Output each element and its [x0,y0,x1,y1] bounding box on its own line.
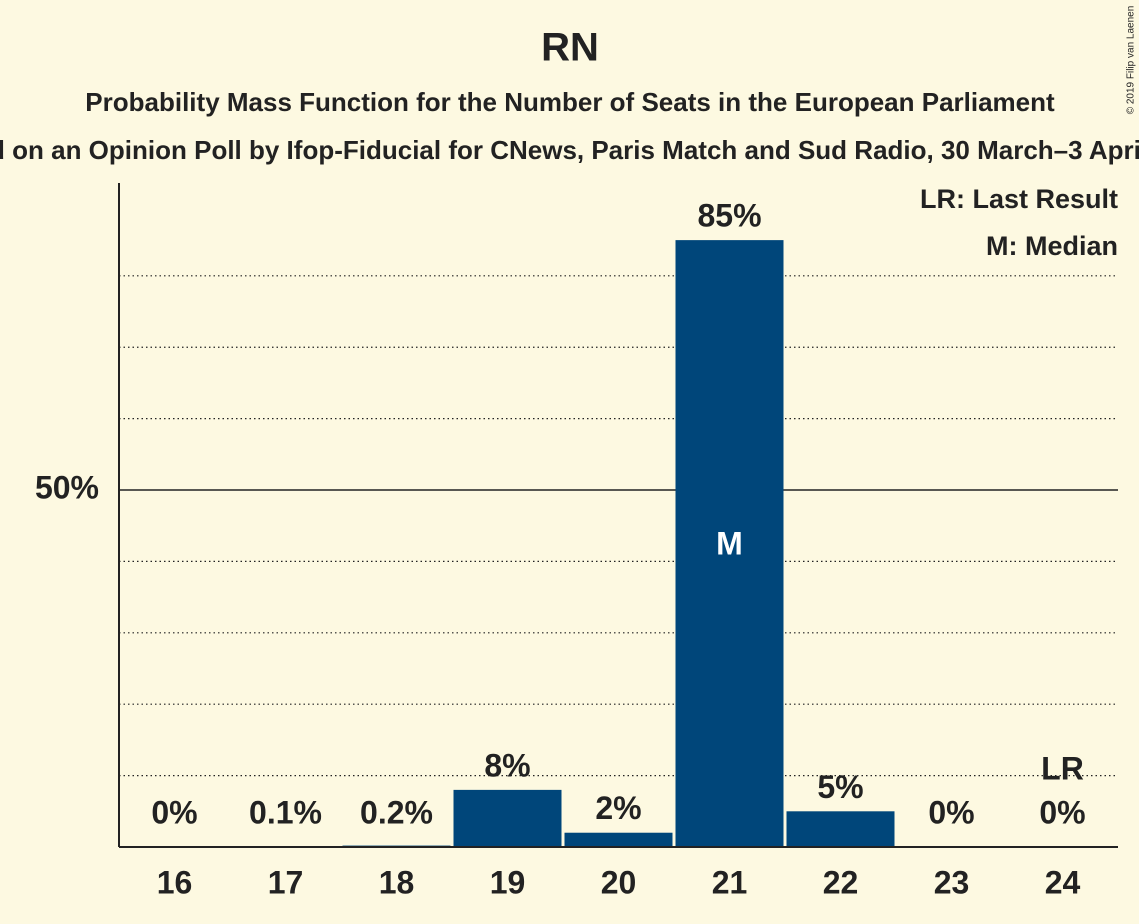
legend-entry: M: Median [986,231,1118,261]
chart-subtitle: Probability Mass Function for the Number… [85,87,1055,117]
value-label: 0% [928,794,974,830]
chart-title: RN [541,26,599,70]
annotation: LR [1041,750,1084,786]
x-tick-label: 18 [379,864,415,900]
value-label: 0.2% [360,794,433,830]
x-tick-label: 19 [490,864,526,900]
x-tick-label: 21 [712,864,748,900]
legend-entry: LR: Last Result [920,184,1118,214]
y-tick-label: 50% [35,469,99,505]
value-label: 8% [484,747,530,783]
bar [564,832,673,847]
bar [453,789,562,847]
value-label: 0.1% [249,794,322,830]
copyright: © 2019 Filip van Laenen [1126,6,1137,115]
x-tick-label: 24 [1045,864,1081,900]
x-tick-label: 23 [934,864,970,900]
x-tick-label: 22 [823,864,859,900]
annotation: M [716,525,743,561]
x-tick-label: 20 [601,864,637,900]
x-tick-label: 16 [157,864,193,900]
x-tick-label: 17 [268,864,304,900]
value-label: 2% [595,790,641,826]
chart-subtitle: Based on an Opinion Poll by Ifop-Fiducia… [0,135,1139,165]
bar [675,240,784,847]
value-label: 85% [697,198,761,234]
value-label: 0% [151,794,197,830]
bar [786,811,895,847]
value-label: 5% [817,769,863,805]
value-label: 0% [1039,794,1085,830]
